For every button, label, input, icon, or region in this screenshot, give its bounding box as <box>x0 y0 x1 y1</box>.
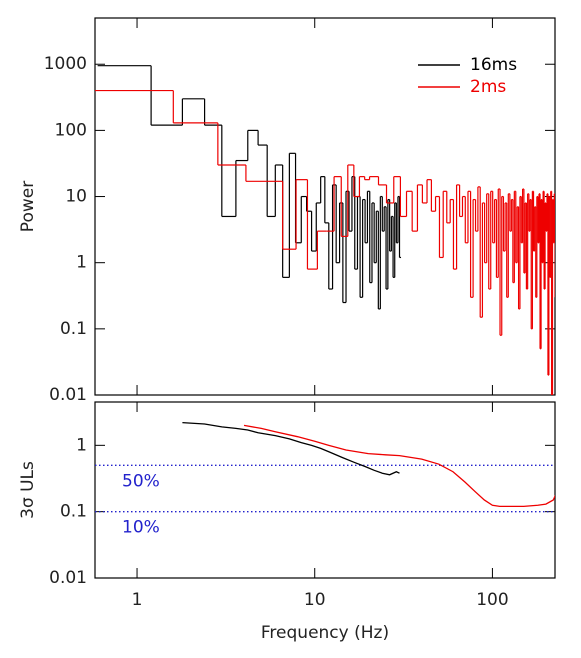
x-axis-label: Frequency (Hz) <box>261 623 389 643</box>
y-tick-label: 100 <box>55 120 87 140</box>
y-tick-label: 1 <box>76 253 87 273</box>
y-axis-label: 3σ ULs <box>18 461 38 519</box>
series-line <box>182 421 400 476</box>
legend-label: 2ms <box>470 77 506 97</box>
series-line <box>243 424 555 508</box>
y-tick-label: 10 <box>65 187 87 207</box>
plot-area <box>95 65 555 395</box>
reference-label: 50% <box>122 471 160 491</box>
y-tick-label: 0.01 <box>49 568 87 588</box>
x-tick-label: 1 <box>132 590 143 610</box>
y-tick-label: 1000 <box>44 54 87 74</box>
plot-area <box>182 421 555 508</box>
y-tick-label: 0.01 <box>49 385 87 405</box>
y-tick-label: 0.1 <box>60 319 87 339</box>
plot-frame <box>94 401 556 579</box>
y-tick-label: 1 <box>76 435 87 455</box>
legend-label: 16ms <box>470 55 517 75</box>
reference-label: 10% <box>122 518 160 538</box>
y-tick-label: 0.1 <box>60 502 87 522</box>
x-tick-label: 10 <box>304 590 326 610</box>
y-axis-label: Power <box>18 181 38 232</box>
x-tick-label: 100 <box>476 590 508 610</box>
